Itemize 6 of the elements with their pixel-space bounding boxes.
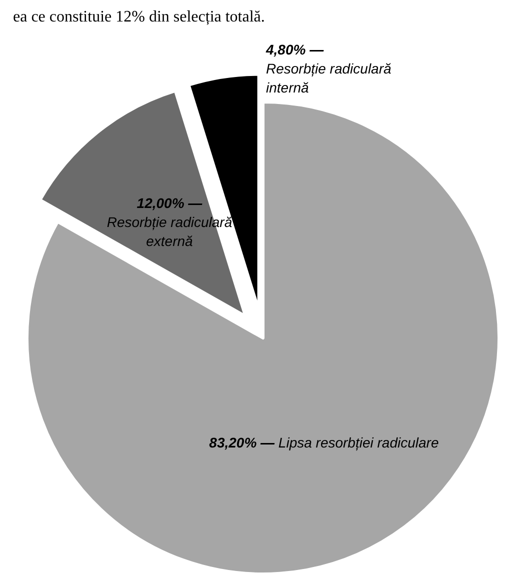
text: ea ce constituie 12% din selecția totală. <box>13 8 265 26</box>
slice-label: Lipsa resorbției radiculare <box>278 434 439 452</box>
data-label: 12,00% — <box>136 195 204 212</box>
slice-label: Resorbție radiculară internă <box>266 60 392 96</box>
data-label: 83,20% — <box>209 434 276 451</box>
data-label: 4,80% — <box>265 42 325 58</box>
